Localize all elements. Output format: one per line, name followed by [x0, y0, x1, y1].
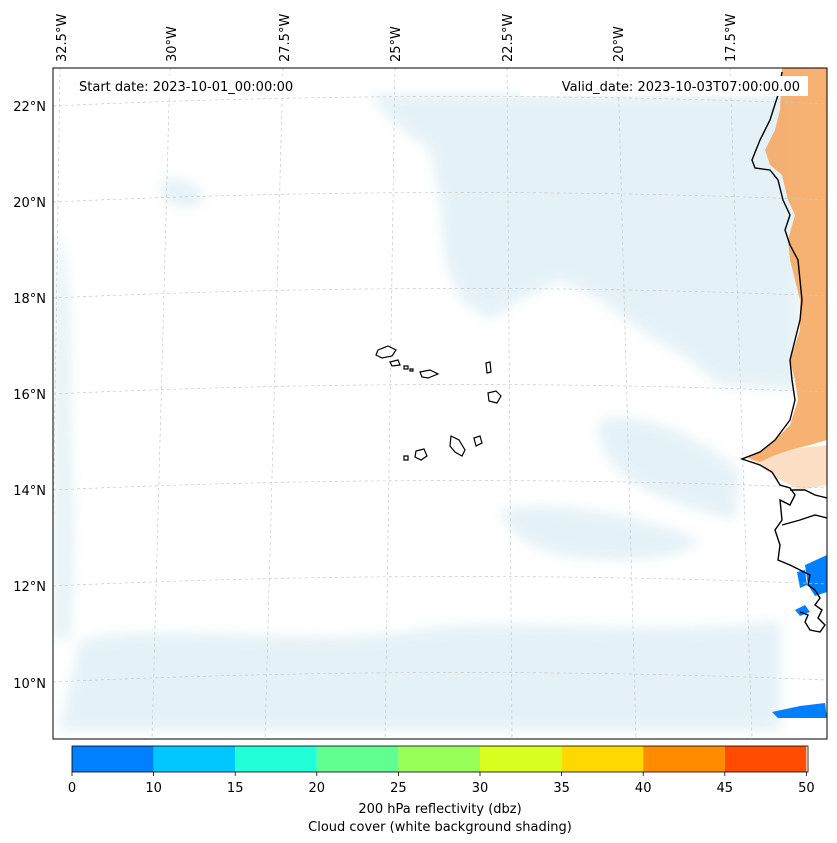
lon-label: 25°W: [389, 26, 404, 62]
start-date-label: Start date: 2023-10-01_00:00:00: [79, 80, 293, 95]
colorbar-segment: [724, 746, 807, 772]
start-date-box: [68, 76, 330, 96]
colorbar-ticks: [71, 772, 807, 776]
lat-label: 14°N: [13, 484, 46, 499]
valid-date-box: [520, 76, 808, 96]
africa-coastline: [739, 71, 827, 633]
lon-label: 32.5°W: [55, 14, 70, 62]
colorbar-tick-label: 35: [553, 781, 570, 796]
lat-label: 10°N: [13, 677, 46, 692]
latitude-labels: 22°N 20°N 18°N 16°N 14°N 12°N 10°N: [13, 100, 46, 692]
lat-label: 16°N: [13, 388, 46, 403]
colorbar-tick-label: 10: [145, 781, 162, 796]
lat-label: 22°N: [13, 100, 46, 115]
colorbar-tick-label: 50: [798, 781, 815, 796]
reflectivity-patches: [772, 555, 827, 718]
colorbar-tick-labels: 0 10 15 20 25 30 35 40 45 50: [68, 781, 815, 796]
colorbar-tick-label: 25: [390, 781, 407, 796]
colorbar-label-line1: 200 hPa reflectivity (dbz): [358, 802, 521, 817]
colorbar: 0 10 15 20 25 30 35 40 45 50 200 hPa ref…: [68, 745, 815, 835]
longitude-labels: 32.5°W 30°W 27.5°W 25°W 22.5°W 20°W 17.5…: [55, 14, 739, 62]
colorbar-tick-label: 30: [472, 781, 489, 796]
colorbar-segment: [316, 746, 399, 772]
cape-verde-islands: [375, 345, 502, 461]
lat-label: 20°N: [13, 196, 46, 211]
valid-date-label: Valid_date: 2023-10-03T07:00:00.00: [562, 80, 800, 95]
lon-label: 22.5°W: [501, 14, 516, 62]
colorbar-segment: [72, 746, 154, 772]
colorbar-segment: [235, 746, 317, 772]
map-frame: [52, 67, 828, 740]
colorbar-tick-label: 20: [309, 781, 326, 796]
land-heat-shading: [748, 68, 827, 490]
gridlines: [53, 68, 827, 739]
colorbar-tick-label: 40: [635, 781, 652, 796]
lon-label: 20°W: [612, 26, 627, 62]
colorbar-segment: [153, 746, 236, 772]
map-content: [53, 68, 827, 739]
colorbar-tick-label: 0: [68, 781, 76, 796]
lon-label: 27.5°W: [278, 14, 293, 62]
colorbar-segment: [643, 746, 725, 772]
colorbar-segment: [480, 746, 562, 772]
lon-label: 30°W: [165, 26, 180, 62]
colorbar-segment: [398, 746, 480, 772]
lon-label: 17.5°W: [724, 14, 739, 62]
colorbar-label-line2: Cloud cover (white background shading): [308, 820, 572, 835]
colorbar-segment: [561, 746, 644, 772]
colorbar-tick-label: 45: [717, 781, 734, 796]
lat-label: 12°N: [13, 580, 46, 595]
colorbar-frame: [71, 745, 809, 773]
lat-label: 18°N: [13, 292, 46, 307]
cloud-cover-shading: [55, 95, 800, 730]
colorbar-tick-label: 15: [227, 781, 244, 796]
